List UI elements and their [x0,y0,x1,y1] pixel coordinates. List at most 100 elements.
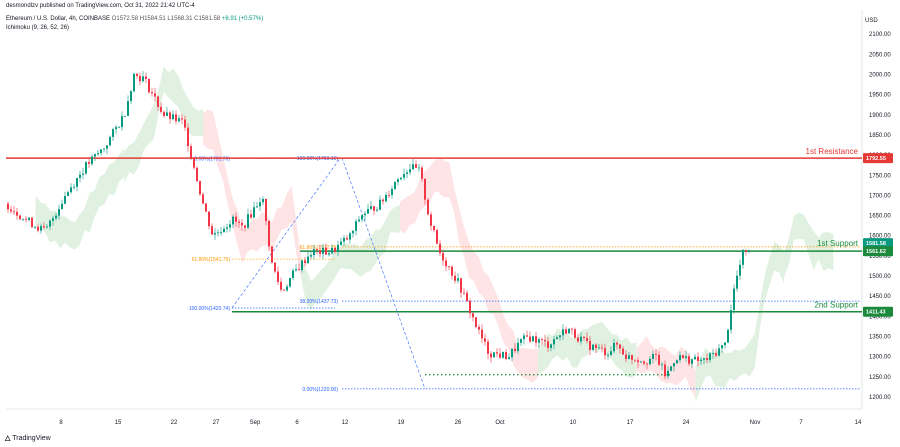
candle-body [379,199,381,210]
candle-body [337,244,339,252]
candle-body [505,351,507,360]
price-badge-text: 1561.62 [866,249,886,255]
candle-body [55,215,57,219]
candle-body [673,363,675,367]
candle-body [487,341,489,354]
candle-body [493,352,495,358]
x-tick-label: 12 [342,420,349,426]
candle-body [130,91,132,102]
tradingview-logo-icon: △ [5,435,11,442]
candle-body [598,347,600,349]
candle-body [178,118,180,122]
candle-body [700,359,702,361]
candle-body [550,344,552,348]
candle-body [520,339,522,343]
y-tick-label: 1950.00 [869,93,891,99]
candle-body [187,127,189,147]
candle-body [73,186,75,188]
candle-body [88,162,90,164]
candle-body [202,194,204,204]
fib-label-left: 61.80%(1541.79) [192,257,231,263]
fib-trend-left [231,158,341,309]
candle-body [307,256,309,264]
candle-body [286,286,288,291]
x-tick-label: 19 [398,420,405,426]
candle-body [34,226,36,228]
candle-body [328,253,330,255]
fib-label-right: 0.00%(1220.00) [302,387,338,393]
candle-body [289,277,291,287]
candle-body [205,203,207,212]
candle-body [133,73,135,92]
candle-body [571,328,573,330]
candle-body [223,228,225,233]
cloud-segment [35,148,125,250]
candle-body [475,317,477,327]
indicator-line: Ichimoku (9, 26, 52, 26) [6,25,69,31]
candle-body [310,255,312,257]
y-tick-label: 1550.00 [869,254,891,260]
candle-body [460,278,462,293]
candle-body [151,92,153,94]
candle-body [619,344,621,349]
candle-body [715,353,717,356]
candle-body [562,329,564,336]
candle-body [637,360,639,363]
candle-body [52,218,54,221]
candle-body [616,342,618,345]
candle-body [640,361,642,363]
candle-body [745,250,747,252]
footer-brand: △ TradingView [5,434,51,442]
candle-body [280,281,282,290]
candle-body [319,250,321,254]
candle-body [721,345,723,349]
candle-body [523,335,525,340]
candle-body [652,354,654,359]
candle-body [418,167,420,169]
candle-body [361,215,363,220]
sr-label: 1st Support [817,239,859,248]
candle-body [586,337,588,341]
y-tick-label: 1600.00 [869,234,891,240]
candle-body [421,167,423,179]
price-badge-text: 1411.43 [866,310,886,316]
candle-body [304,260,306,264]
indicator-name[interactable]: Ichimoku (9, 26, 52, 26) [6,25,70,31]
candle-body [580,336,582,342]
candle-body [334,247,336,252]
candle-body [517,342,519,352]
candle-body [490,353,492,358]
candle-body [724,342,726,346]
candle-body [349,233,351,240]
publisher-text: desmondlzv published on TradingView.com,… [6,3,195,9]
price-badge-text: 1581.58 [866,241,886,247]
y-tick-label: 1400.00 [869,314,891,320]
y-tick-label: 1900.00 [869,113,891,119]
candle-body [736,275,738,289]
candle-body [13,211,15,213]
candle-body [511,348,513,358]
candle-body [127,101,129,116]
candle-body [265,198,267,221]
symbol-name[interactable]: Ethereum / U.S. Dollar, 4h, COINBASE [6,16,111,22]
candle-body [694,356,696,360]
candle-body [727,329,729,343]
candle-body [541,339,543,341]
candle-body [352,230,354,234]
candle-body [718,348,720,356]
candle-body [499,353,501,358]
candle-body [364,213,366,216]
candle-body [313,249,315,256]
candle-body [676,360,678,364]
candle-body [514,348,516,352]
candle-body [589,340,591,350]
candle-body [109,136,111,146]
axis-unit-label: USD [865,18,878,24]
candle-body [592,344,594,350]
candle-body [709,353,711,361]
candle-body [136,73,138,76]
x-tick-label: 14 [855,420,862,426]
candle-body [643,361,645,364]
candle-body [385,194,387,202]
